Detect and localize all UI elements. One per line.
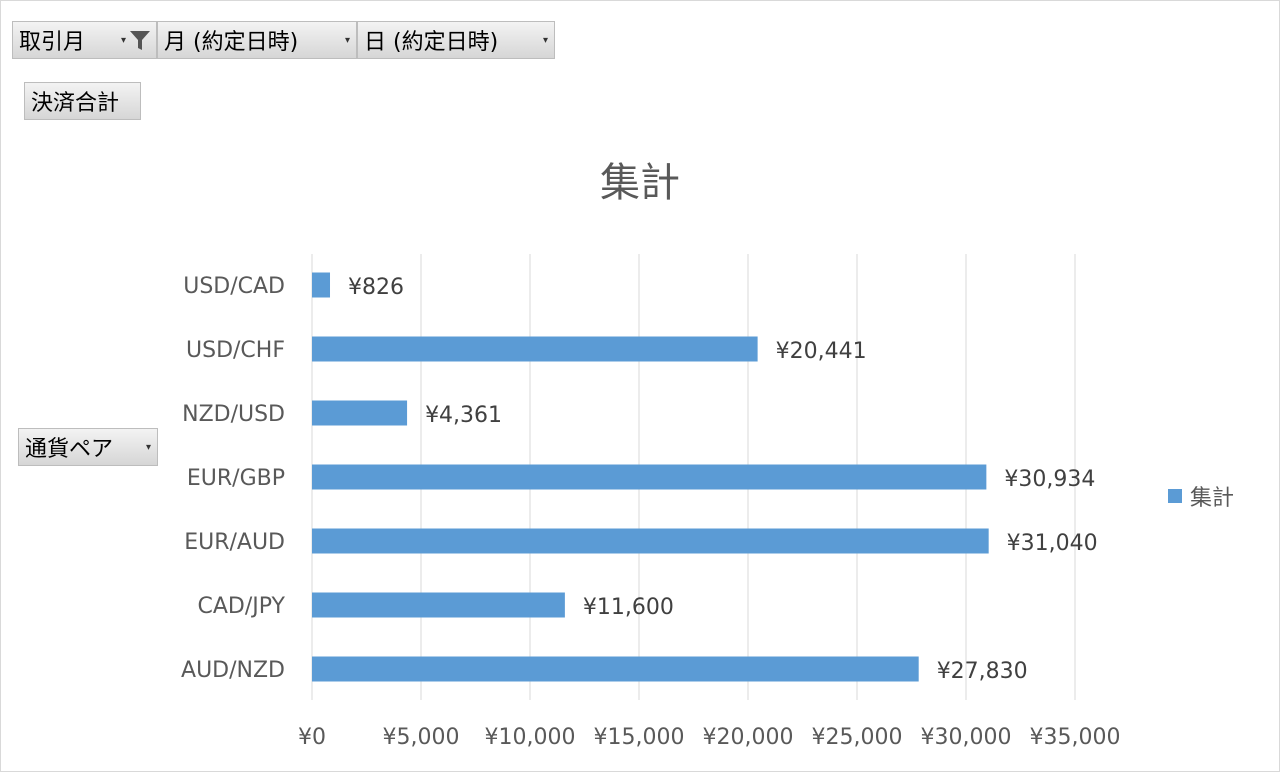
x-tick-label: ¥10,000 — [485, 725, 576, 750]
x-tick-label: ¥25,000 — [812, 725, 903, 750]
x-tick-label: ¥35,000 — [1030, 725, 1121, 750]
data-label: ¥11,600 — [583, 595, 674, 620]
x-tick-label: ¥5,000 — [383, 725, 460, 750]
bar — [312, 400, 408, 426]
bar — [312, 592, 565, 618]
legend: 集計 — [1168, 480, 1234, 512]
filter-icon — [130, 31, 150, 50]
bar — [312, 336, 758, 362]
bar — [312, 528, 989, 554]
legend-swatch — [1168, 489, 1182, 503]
data-label: ¥30,934 — [1004, 467, 1095, 492]
data-label: ¥31,040 — [1007, 531, 1098, 556]
data-label: ¥4,361 — [425, 403, 502, 428]
category-label: USD/CAD — [183, 274, 285, 299]
chevron-down-icon: ▾ — [120, 34, 126, 46]
data-label: ¥20,441 — [776, 339, 867, 364]
chart-title: 集計 — [600, 160, 680, 206]
category-label: NZD/USD — [182, 402, 285, 427]
x-tick-label: ¥30,000 — [921, 725, 1012, 750]
x-tick-label: ¥15,000 — [594, 725, 685, 750]
filter-field-day-contract[interactable]: 日 (約定日時) ▾ — [357, 21, 555, 59]
category-label: AUD/NZD — [181, 658, 285, 683]
category-label: CAD/JPY — [198, 594, 286, 619]
category-label: USD/CHF — [186, 338, 285, 363]
bar — [312, 464, 987, 490]
filter-field-month-label: 取引月 — [19, 30, 86, 55]
chevron-down-icon: ▾ — [542, 34, 548, 46]
filter-field-month-contract-label: 月 (約定日時) — [164, 30, 299, 55]
chevron-down-icon: ▾ — [145, 441, 151, 453]
filter-field-month[interactable]: 取引月 ▾ — [12, 21, 157, 59]
row-field-label: 通貨ペア — [25, 437, 114, 462]
data-label: ¥826 — [348, 275, 404, 300]
chevron-down-icon: ▾ — [344, 34, 350, 46]
bar — [312, 656, 919, 682]
bar — [312, 272, 331, 298]
category-label: EUR/GBP — [187, 466, 285, 491]
category-label: EUR/AUD — [184, 530, 285, 555]
row-field-button[interactable]: 通貨ペア ▾ — [18, 428, 158, 466]
filter-field-day-contract-label: 日 (約定日時) — [364, 30, 499, 55]
x-tick-label: ¥0 — [298, 725, 326, 750]
x-tick-label: ¥20,000 — [703, 725, 794, 750]
legend-label: 集計 — [1190, 486, 1235, 511]
values-field-label: 決済合計 — [31, 91, 120, 116]
filter-field-month-contract[interactable]: 月 (約定日時) ▾ — [157, 21, 357, 59]
values-field-button[interactable]: 決済合計 — [24, 82, 141, 120]
data-label: ¥27,830 — [937, 659, 1028, 684]
